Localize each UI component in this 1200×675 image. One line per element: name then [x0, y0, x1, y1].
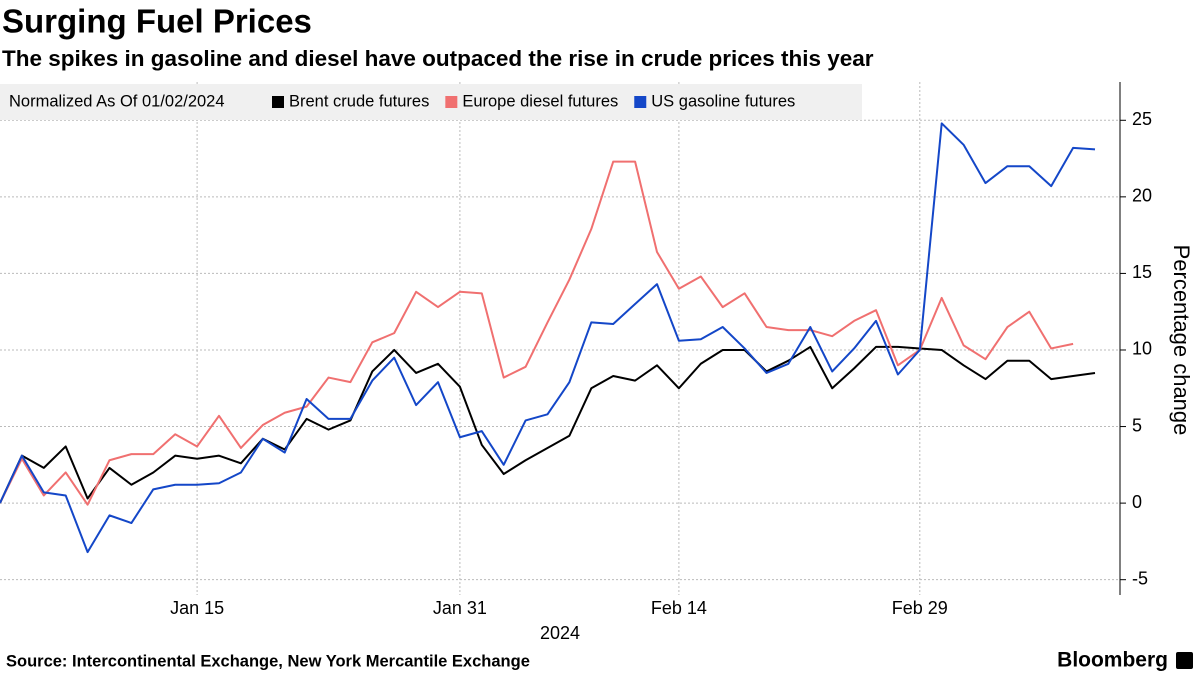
y-axis-title: Percentage change [1169, 245, 1194, 436]
source: Source: Intercontinental Exchange, New Y… [6, 652, 530, 670]
series-line [0, 345, 1096, 504]
series-line [0, 122, 1096, 554]
x-tick-label: Jan 15 [170, 598, 224, 618]
series-line [0, 160, 1074, 506]
y-tick-label: 15 [1132, 262, 1152, 282]
legend-label: US gasoline futures [651, 92, 795, 110]
x-tick-label: Feb 29 [892, 598, 948, 618]
legend-swatch [634, 96, 647, 108]
brand: Bloomberg [1057, 649, 1168, 672]
y-tick-label: 20 [1132, 186, 1152, 206]
x-tick-label: Feb 14 [651, 598, 707, 618]
legend-label: Brent crude futures [289, 92, 429, 110]
y-tick-label: 5 [1132, 415, 1142, 435]
legend-swatch [445, 96, 458, 108]
chart-title: Surging Fuel Prices [2, 3, 312, 40]
y-tick-label: 10 [1132, 339, 1152, 359]
brand-icon [1176, 652, 1193, 669]
x-axis-title: 2024 [540, 623, 580, 643]
y-tick-label: -5 [1132, 568, 1148, 588]
x-tick-label: Jan 31 [433, 598, 487, 618]
chart-subtitle: The spikes in gasoline and diesel have o… [2, 46, 874, 71]
legend-box [0, 84, 862, 120]
legend-label: Europe diesel futures [462, 92, 618, 110]
legend-swatch [272, 96, 284, 108]
y-tick-label: 0 [1132, 492, 1142, 512]
plot: -5 0 5 10 15 20 25 Jan 15 Jan 31 Feb 14 Feb 29 [0, 82, 1152, 618]
y-tick-label: 25 [1132, 109, 1152, 129]
legend-title: Normalized As Of 01/02/2024 [9, 92, 225, 110]
